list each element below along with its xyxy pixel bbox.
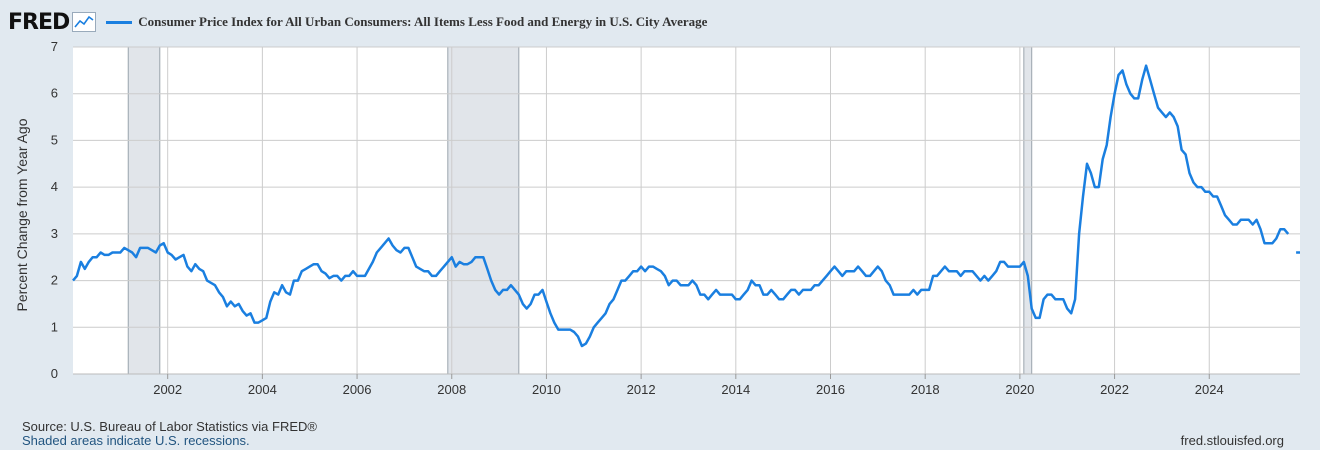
fred-sparkline-icon [72,12,97,32]
plot-background [73,47,1300,374]
recession-band [447,47,519,374]
fred-logo[interactable]: FRED [8,9,70,35]
fred-url[interactable]: fred.stlouisfed.org [1180,433,1284,448]
y-tick-label: 6 [51,86,58,101]
chart-title: Consumer Price Index for All Urban Consu… [138,14,708,29]
y-tick-label: 0 [51,366,58,381]
chart-header: FRED Consumer Price Index for All Urban … [8,5,707,39]
x-tick-label: 2004 [248,382,277,397]
y-tick-label: 7 [51,39,58,54]
series-lines [72,64,1300,348]
x-tick-label: 2010 [532,382,561,397]
x-tick-label: 2014 [721,382,750,397]
source-note: Source: U.S. Bureau of Labor Statistics … [22,419,317,434]
y-tick-label: 2 [51,273,58,288]
x-tick-label: 2012 [627,382,656,397]
y-tick-label: 4 [51,179,58,194]
y-tick-label: 3 [51,226,58,241]
x-tick-label: 2006 [343,382,372,397]
cpi-series-line[interactable] [72,64,1290,348]
gridlines [73,46,1300,375]
y-tick-label: 5 [51,132,58,147]
x-tick-label: 2022 [1100,382,1129,397]
recession-note[interactable]: Shaded areas indicate U.S. recessions. [22,433,250,448]
x-axis-ticks: 2002 2004 2006 2008 2010 2012 2014 2016 2018 2020… [153,374,1224,397]
x-tick-label: 2008 [437,382,466,397]
recession-band [128,47,160,374]
x-tick-label: 2020 [1005,382,1034,397]
x-tick-label: 2024 [1195,382,1224,397]
x-tick-label: 2018 [911,382,940,397]
legend-swatch [106,20,133,24]
y-axis-label: Percent Change from Year Ago [14,118,30,311]
y-tick-label: 1 [51,319,58,334]
recession-band [1023,47,1032,374]
x-tick-label: 2016 [816,382,845,397]
recession-shading [127,47,1033,374]
x-tick-label: 2002 [153,382,182,397]
y-axis-ticks: 0 1 2 3 4 5 6 7 [51,39,58,381]
